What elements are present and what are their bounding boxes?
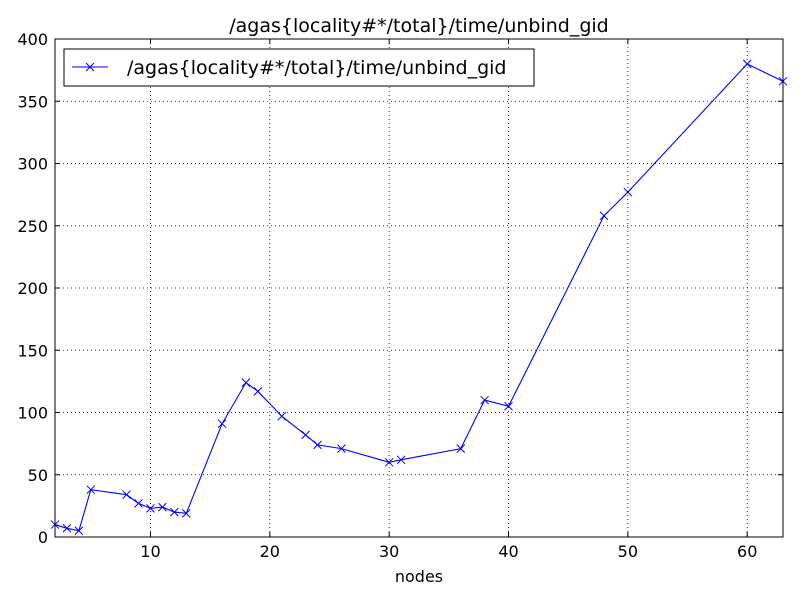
data-point-marker xyxy=(742,59,752,69)
data-point-marker xyxy=(313,440,322,450)
data-point-marker xyxy=(146,504,155,513)
data-point-marker xyxy=(158,502,167,512)
y-tick-label: 50 xyxy=(28,466,48,485)
x-tick-label: 30 xyxy=(379,542,399,561)
x-axis-label: nodes xyxy=(395,567,443,586)
data-point-marker xyxy=(169,507,179,517)
data-point-marker xyxy=(480,395,489,405)
y-tick-label: 350 xyxy=(17,92,48,111)
data-point-marker xyxy=(217,419,227,429)
data-point-marker xyxy=(301,430,310,440)
x-tick-label: 60 xyxy=(737,542,757,561)
data-point-marker xyxy=(181,508,191,518)
data-point-marker xyxy=(277,411,287,421)
legend-marker-x xyxy=(85,62,95,72)
data-point-marker xyxy=(122,490,131,500)
y-tick-label: 250 xyxy=(17,217,48,236)
legend-label: /agas{locality#*/total}/time/unbind_gid xyxy=(127,57,507,79)
data-point-marker xyxy=(241,378,251,387)
x-tick-label: 40 xyxy=(498,542,518,561)
data-point-marker xyxy=(384,457,394,467)
data-point-marker xyxy=(504,401,513,411)
data-point-marker xyxy=(86,485,96,495)
series-line xyxy=(54,63,784,532)
y-tick-label: 200 xyxy=(17,279,48,298)
grid xyxy=(55,38,783,538)
data-point-marker xyxy=(599,211,609,221)
data-point-marker xyxy=(253,386,263,396)
data-point-marker xyxy=(456,444,466,453)
chart-title: /agas{locality#*/total}/time/unbind_gid xyxy=(229,15,609,37)
x-tick-label: 20 xyxy=(260,542,280,561)
data-point-marker xyxy=(396,455,406,465)
y-tick-label: 400 xyxy=(17,30,48,49)
series-layer xyxy=(50,59,788,536)
legend-marker xyxy=(85,62,95,72)
x-tick-label: 10 xyxy=(140,542,160,561)
x-tick-label: 50 xyxy=(618,542,638,561)
y-tick-label: 0 xyxy=(38,528,48,547)
y-tick-label: 300 xyxy=(17,155,48,174)
data-point-marker xyxy=(62,523,72,533)
data-point-marker xyxy=(74,526,84,536)
data-point-marker xyxy=(134,499,143,508)
axes-ticks: 10 20 30 40 50 60 0 50 100 150 200 250 300 350 400 xyxy=(17,30,783,561)
data-point-marker xyxy=(623,187,633,197)
y-tick-label: 100 xyxy=(17,404,48,423)
y-tick-label: 150 xyxy=(17,341,48,360)
legend-box xyxy=(63,48,535,87)
data-point-marker xyxy=(337,444,346,453)
legend: /agas{locality#*/total}/time/unbind_gid xyxy=(63,48,535,87)
